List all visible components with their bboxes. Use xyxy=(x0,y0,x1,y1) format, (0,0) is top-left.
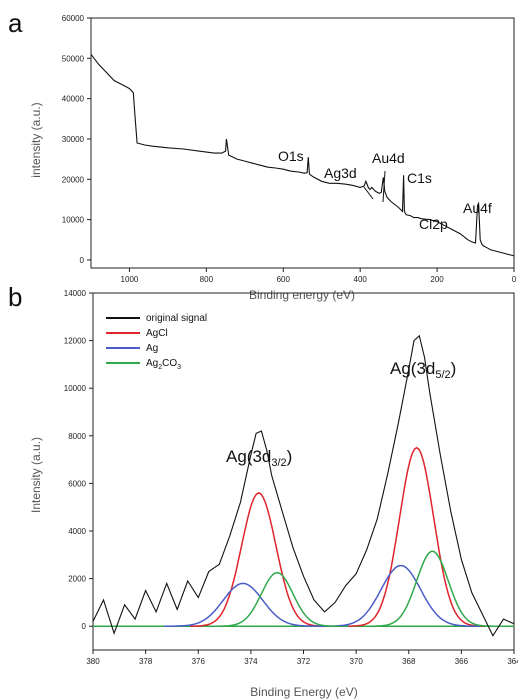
panel-b-x-tick-label: 364 xyxy=(507,657,518,666)
panel-b-y-tick-label: 2000 xyxy=(68,575,86,584)
panel-b-y-tick-label: 0 xyxy=(82,622,87,631)
annotation-ag3d-arrow xyxy=(363,186,374,200)
panel-b-y-tick-label: 6000 xyxy=(68,479,86,488)
panel-a-y-tick-label: 30000 xyxy=(62,135,85,144)
panel-a-plot-frame xyxy=(90,17,515,269)
panel-b-component-ag2co3-peak xyxy=(214,571,341,627)
panel-b-y-tick-label: 14000 xyxy=(64,289,87,298)
panel-b-label: b xyxy=(8,282,22,312)
panel-b-x-tick-label: 380 xyxy=(86,657,100,666)
legend-label-ag2co3: Ag2CO3 xyxy=(146,358,181,371)
panel-a-y-tick-label: 20000 xyxy=(62,175,85,184)
panel-a-x-tick-label: 1000 xyxy=(121,275,139,284)
panel-b-fit-components xyxy=(93,446,514,627)
panel-b-y-tick-label: 4000 xyxy=(68,527,86,536)
panel-b-y-tick-label: 10000 xyxy=(64,384,87,393)
panel-a-x-tick-label: 200 xyxy=(430,275,444,284)
panel-b-component-agcl-peak xyxy=(348,446,486,627)
panel-b-y-tick-label: 8000 xyxy=(68,432,86,441)
panel-b-x-tick-label: 378 xyxy=(139,657,153,666)
panel-a-spectrum-line xyxy=(90,53,515,257)
panel-b-component-agcl-peak xyxy=(190,492,328,627)
panel-b-legend: original signal AgCl Ag Ag2CO3 xyxy=(106,313,207,371)
panel-b-x-tick-label: 374 xyxy=(244,657,258,666)
legend-label-agcl: AgCl xyxy=(146,328,168,339)
panel-a-x-tick-label: 400 xyxy=(354,275,368,284)
panel-a-x-tick-label: 600 xyxy=(277,275,291,284)
annotation-au4d-arrow xyxy=(382,170,386,203)
panel-b-x-tick-label: 376 xyxy=(192,657,206,666)
panel-a-label: a xyxy=(8,8,23,38)
panel-a-x-tick-label: 0 xyxy=(512,275,517,284)
annotation-au4d: Au4d xyxy=(372,150,405,166)
panel-b-component-ag-peak xyxy=(164,582,322,627)
panel-a-y-tick-label: 10000 xyxy=(62,216,85,225)
annotation-o1s: O1s xyxy=(278,148,304,164)
annotation-cl2p: Cl2p xyxy=(419,216,448,232)
panel-a-x-tick-label: 800 xyxy=(200,275,214,284)
panel-b-original-signal-line xyxy=(92,334,515,637)
panel-a-y-axis-label: intensity (a.u.) xyxy=(29,102,43,177)
panel-a-y-tick-label: 50000 xyxy=(62,54,85,63)
panel-b-x-tick-label: 370 xyxy=(349,657,363,666)
panel-b-x-axis-label: Binding Energy (eV) xyxy=(250,685,357,699)
panel-b-y-tick-label: 12000 xyxy=(64,337,87,346)
panel-a-y-tick-label: 40000 xyxy=(62,95,85,104)
panel-b-component-ag-peak xyxy=(321,564,480,627)
legend-label-original-signal: original signal xyxy=(146,313,207,324)
panel-a-x-axis-label: Binding energy (eV) xyxy=(249,288,355,302)
panel-b-x-tick-label: 372 xyxy=(297,657,311,666)
panel-a-y-tick-label: 0 xyxy=(80,256,85,265)
peak-label-ag3d32: Ag(3d3/2) xyxy=(226,447,292,469)
legend-label-ag: Ag xyxy=(146,343,158,354)
panel-b-y-axis-label: Intensity (a.u.) xyxy=(29,437,43,513)
panel-b-y-ticks: 0 2000 4000 6000 8000 10000 12000 14000 xyxy=(64,289,93,631)
annotation-c1s: C1s xyxy=(407,170,432,186)
panel-a-y-ticks: 0 10000 20000 30000 40000 50000 60000 xyxy=(62,14,91,265)
peak-label-ag3d52: Ag(3d5/2) xyxy=(390,359,456,381)
panel-b-x-tick-label: 366 xyxy=(455,657,469,666)
annotation-au4f: Au4f xyxy=(463,200,492,216)
annotation-ag3d: Ag3d xyxy=(324,165,357,181)
panel-b-x-ticks: 380 378 376 374 372 370 368 366 364 xyxy=(86,650,518,666)
panel-b-x-tick-label: 368 xyxy=(402,657,416,666)
panel-a-y-tick-label: 60000 xyxy=(62,14,85,23)
panel-a: a 1000 800 600 400 200 0 0 10000 20000 30000 4000… xyxy=(8,8,517,302)
panel-b: b 380 378 376 374 372 370 368 366 364 0 2000 4000 6… xyxy=(8,282,518,699)
panel-b-component-ag2co3-peak xyxy=(369,550,496,627)
panel-a-x-ticks: 1000 800 600 400 200 0 xyxy=(121,268,517,284)
